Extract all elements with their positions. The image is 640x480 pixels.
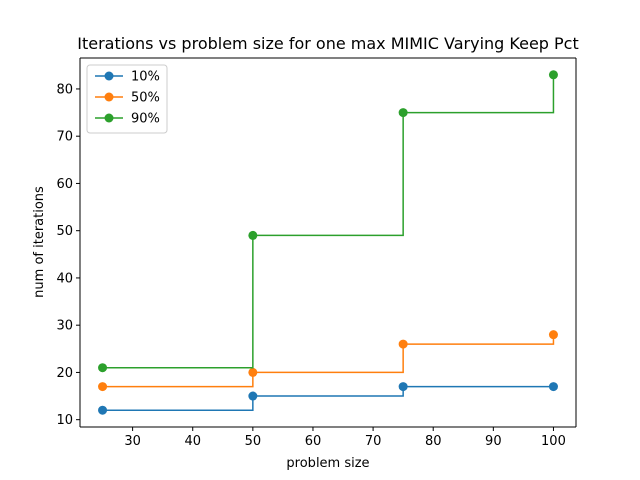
- series-layer: [98, 70, 558, 415]
- data-point-2-2: [398, 108, 408, 118]
- x-tick-label-5: 80: [425, 434, 442, 449]
- legend-marker-0: [104, 71, 114, 81]
- data-point-0-1: [248, 391, 258, 401]
- x-tick-label-0: 30: [124, 434, 141, 449]
- legend-label-0: 10%: [131, 70, 160, 85]
- data-point-1-0: [98, 382, 108, 392]
- data-point-0-3: [548, 382, 558, 392]
- series-0: [98, 382, 558, 415]
- x-tick-label-7: 100: [541, 434, 566, 449]
- series-line-0: [102, 385, 554, 411]
- data-point-2-1: [248, 230, 258, 240]
- data-point-2-3: [548, 70, 558, 80]
- legend-label-1: 50%: [131, 91, 160, 106]
- data-point-0-0: [98, 405, 108, 415]
- y-tick-label-7: 80: [56, 82, 73, 97]
- series-line-2: [102, 74, 555, 369]
- legend: 10% 50% 90%: [86, 64, 168, 134]
- data-point-0-2: [398, 382, 408, 392]
- x-tick-label-6: 90: [485, 434, 502, 449]
- y-tick-label-3: 40: [56, 271, 73, 286]
- y-tick-label-2: 30: [56, 319, 73, 334]
- y-tick-label-5: 60: [56, 177, 73, 192]
- data-point-1-3: [548, 330, 558, 340]
- y-tick-label-6: 70: [56, 130, 73, 145]
- x-tick-label-1: 40: [184, 434, 201, 449]
- legend-label-2: 90%: [131, 112, 160, 127]
- x-axis-label: problem size: [286, 456, 369, 471]
- series-1: [98, 330, 558, 392]
- x-tick-label-3: 60: [305, 434, 322, 449]
- chart-title: Iterations vs problem size for one max M…: [77, 34, 579, 53]
- data-point-1-1: [248, 367, 258, 377]
- y-tick-label-1: 20: [56, 366, 73, 381]
- y-tick-label-0: 10: [56, 413, 73, 428]
- series-2: [98, 70, 558, 373]
- y-axis-label: num of iterations: [32, 186, 47, 298]
- legend-marker-1: [104, 92, 114, 102]
- x-tick-label-2: 50: [245, 434, 262, 449]
- data-point-2-0: [98, 363, 108, 373]
- x-tick-label-4: 70: [365, 434, 382, 449]
- axes-layer: 30 40 50 60 70 80 90 100 10 20 30 40 50 60 70 80: [56, 57, 577, 449]
- legend-marker-2: [104, 113, 114, 123]
- series-line-1: [102, 334, 555, 388]
- y-tick-label-4: 50: [56, 224, 73, 239]
- data-point-1-2: [398, 339, 408, 349]
